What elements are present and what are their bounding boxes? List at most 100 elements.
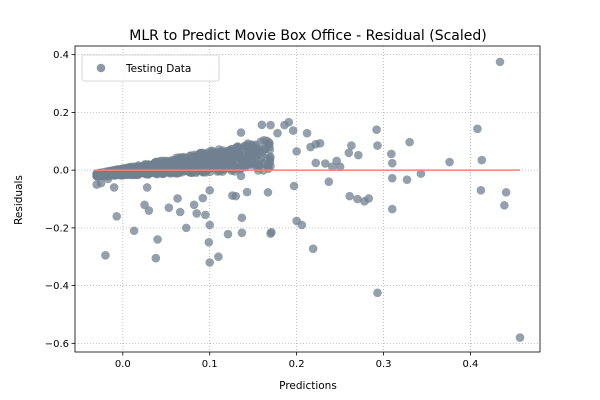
data-point-cluster [263, 139, 273, 149]
data-point [327, 162, 337, 171]
data-point-cluster [177, 153, 187, 163]
data-point [373, 288, 382, 298]
data-point [387, 158, 397, 168]
x-tick-label: 0.4 [463, 359, 479, 370]
data-point [345, 191, 354, 201]
data-point [266, 120, 275, 130]
data-point [347, 141, 356, 150]
data-point [237, 228, 247, 238]
data-point [103, 174, 113, 184]
data-point [164, 203, 174, 212]
y-tick-label: −0.4 [45, 281, 69, 292]
data-point [112, 212, 122, 221]
data-point [308, 244, 318, 253]
x-tick-label: 0.3 [376, 359, 392, 370]
data-point [246, 160, 255, 169]
data-point [354, 150, 363, 160]
data-point [501, 188, 511, 197]
data-point [205, 220, 215, 230]
data-point [205, 186, 215, 195]
data-point [495, 57, 505, 67]
x-axis-ticks: 0.0 0.1 0.2 0.3 0.4 [115, 352, 479, 370]
y-tick-label: 0.0 [53, 166, 69, 177]
legend-label: Testing Data [125, 63, 191, 75]
data-point [311, 158, 321, 168]
data-point [242, 187, 252, 197]
data-point-cluster [197, 149, 206, 159]
data-point [129, 226, 139, 236]
data-point [353, 194, 362, 204]
legend: Testing Data [81, 54, 220, 82]
data-point [373, 141, 382, 150]
data-point [302, 128, 312, 138]
data-point-cluster [142, 167, 151, 176]
data-point [205, 258, 215, 267]
data-point [253, 144, 262, 154]
y-axis-ticks: −0.6 −0.4 −0.2 0.0 0.2 0.4 [45, 50, 75, 350]
data-point [151, 253, 161, 263]
data-point [92, 180, 102, 189]
data-point [416, 169, 426, 178]
data-point [477, 155, 487, 165]
data-point [500, 201, 509, 210]
data-point-cluster [188, 152, 197, 162]
data-point [153, 235, 162, 244]
data-point [321, 159, 330, 168]
data-point [372, 125, 381, 135]
data-point [204, 238, 214, 247]
data-point [280, 120, 289, 130]
data-point [257, 120, 267, 130]
data-point [237, 213, 247, 223]
y-tick-label: 0.2 [53, 108, 69, 119]
data-point [140, 200, 149, 210]
data-point [387, 204, 397, 214]
data-point [201, 210, 210, 220]
data-point [263, 188, 273, 197]
data-point [405, 137, 414, 147]
data-point [387, 173, 397, 183]
plot-area-frame [74, 45, 541, 353]
data-point [175, 207, 185, 217]
points-layer [92, 57, 525, 342]
x-tick-label: 0.2 [289, 359, 305, 370]
data-point [445, 157, 454, 167]
data-point [476, 186, 486, 195]
data-point-cluster [163, 162, 173, 172]
y-axis-label: Residuals [13, 175, 25, 225]
data-point [364, 194, 374, 203]
data-point [198, 193, 208, 203]
x-axis-label: Predictions [279, 380, 337, 392]
data-point [214, 252, 223, 262]
data-point [387, 149, 396, 159]
data-point [297, 220, 307, 230]
data-point [227, 160, 236, 170]
data-point [292, 147, 301, 156]
data-point-cluster [190, 162, 200, 171]
data-point [189, 200, 199, 210]
legend-marker [96, 63, 106, 73]
data-point [289, 181, 299, 191]
data-point [515, 333, 525, 342]
data-point [109, 183, 119, 192]
x-tick-label: 0.1 [202, 359, 218, 370]
data-point [344, 148, 354, 158]
chart-title: MLR to Predict Movie Box Office - Residu… [129, 28, 486, 44]
data-point [181, 223, 191, 233]
data-point [173, 194, 182, 203]
data-point [324, 177, 334, 186]
legend-box [81, 54, 220, 82]
data-point [335, 162, 345, 171]
data-point-cluster [217, 147, 227, 157]
data-point [228, 149, 238, 159]
data-point [402, 175, 412, 184]
x-tick-label: 0.0 [115, 359, 131, 370]
y-tick-label: −0.6 [45, 339, 69, 350]
data-point-cluster [265, 155, 275, 165]
data-point [223, 229, 233, 239]
data-point [288, 126, 298, 135]
data-point [192, 209, 201, 218]
data-point [101, 250, 110, 260]
y-tick-label: 0.4 [53, 50, 69, 61]
